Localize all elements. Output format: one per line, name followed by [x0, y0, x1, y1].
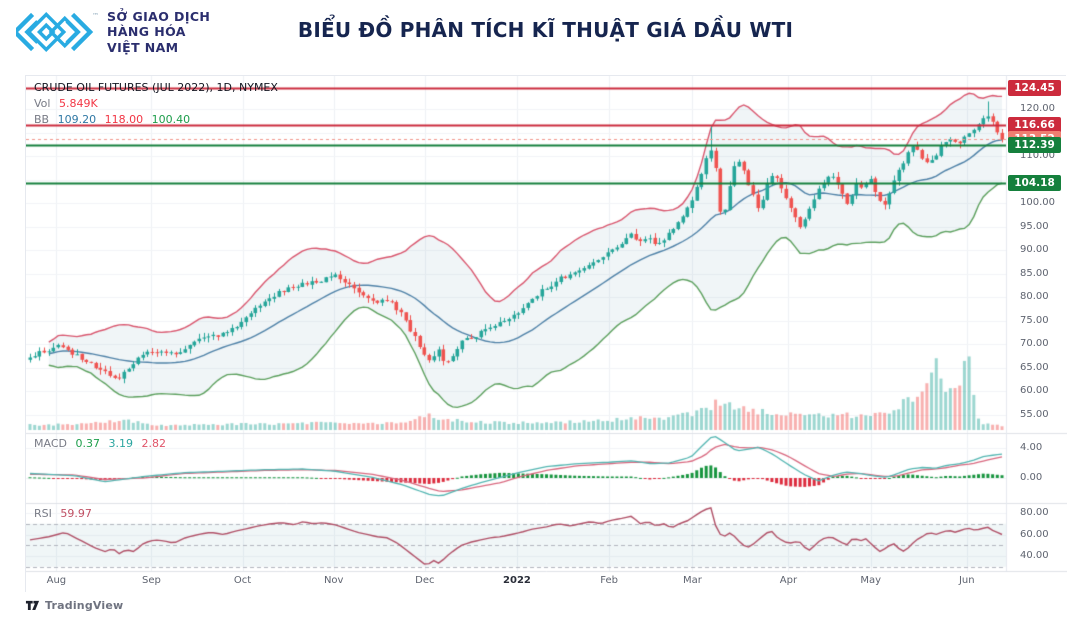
price-axis-tick: 90.00 [1020, 244, 1049, 255]
page-title: BIỂU ĐỒ PHÂN TÍCH KĨ THUẬT GIÁ DẦU WTI [297, 18, 794, 42]
time-axis-label: Aug [46, 575, 67, 586]
price-axis-tick: 80.00 [1020, 291, 1049, 302]
price-level-badge: 116.66 [1008, 116, 1061, 133]
tradingview-label: TradingView [45, 599, 124, 612]
trademark-symbol: ™ [92, 12, 99, 20]
symbol-legend: CRUDE OIL FUTURES (JUL 2022), 1D, NYMEX [34, 81, 278, 94]
chart-frame: CRUDE OIL FUTURES (JUL 2022), 1D, NYMEX … [25, 75, 1067, 593]
price-axis-tick: 55.00 [1020, 408, 1049, 420]
price-level-badge: 112.39 [1008, 136, 1061, 153]
price-level-badge: 124.45 [1008, 80, 1061, 97]
tradingview-icon [25, 600, 40, 610]
macd-line-value: 3.19 [108, 437, 133, 450]
rsi-value: 59.97 [60, 507, 92, 520]
rsi-axis-tick: 80.00 [1020, 507, 1049, 518]
volume-value: 5.849K [58, 97, 98, 110]
rsi-axis-tick: 60.00 [1020, 528, 1049, 540]
tradingview-attribution[interactable]: TradingView [25, 598, 123, 613]
volume-label: Vol [34, 97, 51, 110]
time-axis-label: Nov [323, 575, 344, 586]
macd-signal-value: 2.82 [141, 437, 166, 450]
price-axis-tick: 110.00 [1020, 150, 1055, 161]
price-axis-tick: 120.00 [1020, 103, 1055, 114]
time-axis-label: Jun [958, 575, 975, 586]
time-axis-label: Oct [233, 575, 252, 586]
price-axis-tick: 100.00 [1020, 197, 1055, 208]
bb-lower-value: 100.40 [151, 113, 191, 126]
time-axis-label: Apr [779, 575, 798, 586]
mxv-logo-text: SỞ GIAO DỊCH HÀNG HÓA VIỆT NAM [107, 9, 210, 56]
mxv-logo-icon [16, 12, 94, 52]
macd-axis-tick: 0.00 [1020, 472, 1043, 483]
bollinger-legend: BB 109.20 118.00 100.40 [34, 113, 195, 126]
price-level-badge: 104.18 [1008, 175, 1061, 192]
time-axis-label: Feb [600, 575, 618, 586]
logo-text-line1: SỞ GIAO DỊCH [107, 8, 211, 24]
price-axis-tick: 85.00 [1020, 267, 1049, 279]
mxv-logo: ™ SỞ GIAO DỊCH HÀNG HÓA VIỆT NAM [16, 5, 210, 59]
macd-hist-value: 0.37 [75, 437, 100, 450]
time-axis-label: Dec [415, 575, 435, 586]
price-axis-tick: 70.00 [1020, 338, 1049, 349]
price-axis-tick: 65.00 [1020, 361, 1049, 373]
price-axis-tick: 75.00 [1020, 314, 1049, 326]
rsi-label: RSI [34, 507, 52, 520]
time-axis-label: Sep [142, 575, 161, 586]
rsi-legend: RSI 59.97 [34, 507, 97, 520]
bb-basis-value: 109.20 [57, 113, 97, 126]
rsi-axis-tick: 40.00 [1020, 550, 1049, 561]
logo-text-line2: HÀNG HÓA [107, 24, 186, 40]
logo-text-line3: VIỆT NAM [107, 39, 179, 55]
bb-label: BB [34, 113, 50, 126]
price-axis-tick: 60.00 [1020, 385, 1049, 396]
time-axis-label: Mar [682, 575, 702, 586]
macd-axis-tick: 4.00 [1020, 442, 1043, 453]
price-axis-tick: 95.00 [1020, 220, 1049, 232]
macd-label: MACD [34, 437, 67, 450]
volume-legend: Vol 5.849K [34, 97, 103, 110]
macd-legend: MACD 0.37 3.19 2.82 [34, 437, 171, 450]
time-axis-label: 2022 [503, 575, 531, 586]
bb-upper-value: 118.00 [104, 113, 144, 126]
time-axis-label: May [860, 575, 882, 586]
price-chart-canvas[interactable] [26, 76, 1067, 593]
